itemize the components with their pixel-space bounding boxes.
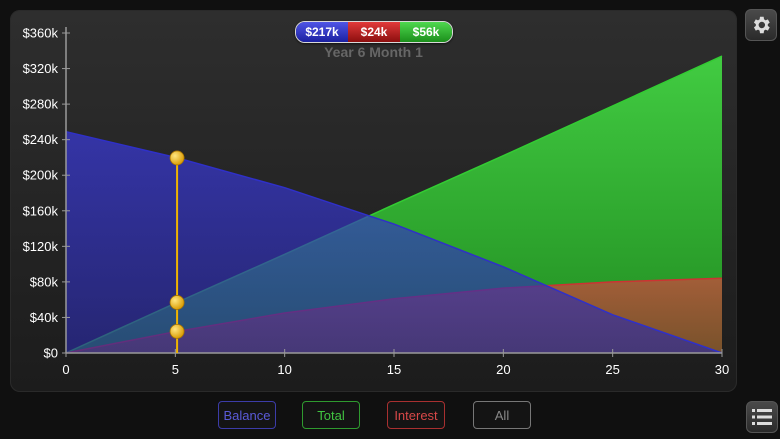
y-tick-label: $120k	[23, 239, 59, 254]
balance-filter-button[interactable]: Balance	[218, 401, 276, 429]
x-tick-label: 30	[715, 362, 729, 377]
x-tick-label: 20	[496, 362, 510, 377]
list-icon	[752, 409, 772, 425]
y-tick-label: $40k	[30, 310, 59, 325]
cursor-handle-total[interactable]	[169, 295, 185, 310]
all-filter-button[interactable]: All	[473, 401, 531, 429]
value-readout: $217k $24k $56k	[295, 21, 453, 43]
x-tick-label: 25	[605, 362, 619, 377]
cursor[interactable]	[169, 150, 185, 353]
balance-readout: $217k	[296, 22, 348, 42]
balance-area	[66, 131, 722, 353]
y-tick-label: $160k	[23, 203, 59, 218]
y-tick-label: $200k	[23, 168, 59, 183]
x-tick-label: 0	[62, 362, 69, 377]
y-tick-label: $360k	[23, 26, 59, 41]
axes: $0 $40k $80k $120k $160k $200k $240k $280k $320k…	[23, 26, 730, 378]
time-label: Year 6 Month 1	[324, 44, 423, 60]
x-tick-label: 10	[277, 362, 291, 377]
y-tick-label: $280k	[23, 97, 59, 112]
y-tick-label: $80k	[30, 274, 59, 289]
y-tick-label: $320k	[23, 61, 59, 76]
settings-button[interactable]	[745, 9, 777, 41]
gear-icon	[753, 16, 770, 34]
x-tick-label: 5	[172, 362, 179, 377]
series-areas	[65, 55, 723, 354]
interest-filter-button[interactable]: Interest	[387, 401, 445, 429]
cursor-handle-balance[interactable]	[169, 150, 185, 166]
total-filter-button[interactable]: Total	[302, 401, 360, 429]
total-readout: $56k	[400, 22, 452, 42]
list-button[interactable]	[746, 401, 778, 433]
x-tick-label: 15	[387, 362, 401, 377]
y-tick-label: $0	[44, 346, 58, 361]
interest-readout: $24k	[348, 22, 400, 42]
y-tick-label: $240k	[23, 132, 59, 147]
cursor-handle-interest[interactable]	[169, 323, 185, 339]
